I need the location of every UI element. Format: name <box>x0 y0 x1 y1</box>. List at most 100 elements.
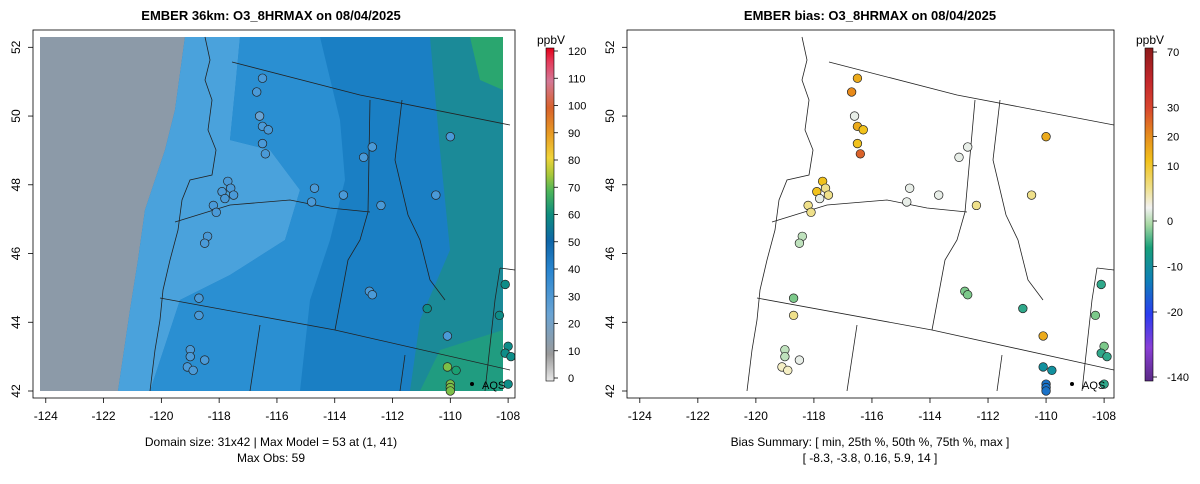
wy-north-right <box>1096 267 1114 271</box>
field-corner-green <box>470 37 503 90</box>
obs-site-marker <box>494 310 505 321</box>
aqs-marker-right <box>1070 382 1074 386</box>
colorbar-label: 0 <box>1167 216 1173 228</box>
left-summary-line1: Domain size: 31x42 | Max Model = 53 at (… <box>145 435 397 449</box>
bias-site-marker <box>934 190 944 200</box>
obs-site-marker <box>503 379 513 389</box>
ut-line <box>399 354 406 392</box>
obs-site-marker <box>500 279 510 290</box>
x-tick-label: -120 <box>149 409 173 423</box>
obs-site-marker <box>257 73 268 83</box>
bias-site-marker <box>846 87 857 97</box>
coastline <box>149 36 217 392</box>
bias-site-marker <box>1102 351 1112 362</box>
y-tick-label: 52 <box>603 40 617 54</box>
obs-site-marker <box>220 193 230 204</box>
coastline-right <box>746 36 814 392</box>
right-colorbar-labels: 70 30 20 10 0 -10 -20 -140 <box>1153 47 1189 384</box>
x-tick-label: -108 <box>1092 409 1116 423</box>
y-tick-label: 46 <box>9 247 23 261</box>
right-x-axis: -124 -122 -120 -118 -116 -114 -112 -110 -108 <box>628 398 1116 423</box>
right-map-panel: EMBER bias: O3_8HRMAX on 08/04/2025 AQS … <box>603 8 1189 465</box>
bias-site-marker <box>963 142 973 152</box>
obs-site-marker <box>309 183 320 193</box>
y-tick-label: 44 <box>603 315 617 329</box>
obs-site-marker <box>254 111 265 121</box>
id-mt-border <box>394 99 446 301</box>
obs-site-marker <box>376 200 386 211</box>
colorbar-label: 50 <box>568 237 580 249</box>
bias-site-marker <box>794 238 805 248</box>
x-tick-label: -120 <box>744 409 768 423</box>
wa-id-border-right <box>931 99 976 331</box>
y-tick-label: 48 <box>9 178 23 192</box>
colorbar-label: 30 <box>568 291 580 303</box>
y-tick-label: 50 <box>603 109 617 123</box>
bias-site-marker <box>788 293 799 303</box>
wa-id-border <box>334 99 371 331</box>
field-ocean <box>40 37 185 391</box>
x-tick-label: -112 <box>381 409 404 423</box>
x-tick-label: -118 <box>802 409 825 423</box>
bias-site-marker <box>788 310 799 321</box>
bias-site-marker <box>905 183 915 193</box>
colorbar-label: 100 <box>568 101 586 113</box>
x-tick-label: -122 <box>92 409 116 423</box>
colorbar-label: 90 <box>568 128 580 140</box>
left-colorbar-labels: 0 10 20 30 40 50 60 70 80 90 100 110 120 <box>554 46 586 385</box>
x-tick-label: -110 <box>1034 409 1057 423</box>
obs-site-marker <box>338 190 349 200</box>
left-boundaries <box>149 36 515 392</box>
field-lower-right-green <box>420 330 503 391</box>
obs-site-marker <box>188 365 198 376</box>
obs-site-marker <box>445 132 455 142</box>
bias-site-marker <box>780 351 790 362</box>
right-title: EMBER bias: O3_8HRMAX on 08/04/2025 <box>744 8 996 23</box>
colorbar-label: 20 <box>1167 132 1179 144</box>
colorbar-label: -20 <box>1167 307 1183 319</box>
canada-border-right <box>828 61 1114 126</box>
obs-site-marker <box>431 190 441 200</box>
right-colorbar-ramp <box>1144 47 1154 382</box>
colorbar-label: -10 <box>1167 262 1183 274</box>
left-model-field <box>40 37 503 391</box>
nv-line <box>249 324 261 392</box>
right-y-axis: 42 44 46 48 50 52 <box>603 40 627 398</box>
bias-site-marker <box>1026 190 1037 200</box>
bias-site-marker <box>852 138 863 149</box>
colorbar-label: 20 <box>568 319 580 331</box>
left-map-panel: EMBER 36km: O3_8HRMAX on 08/04/2025 <box>9 8 586 465</box>
right-colorbar-unit: ppbV <box>1136 33 1164 47</box>
x-tick-label: -114 <box>918 409 941 423</box>
bias-site-marker <box>849 111 860 121</box>
ut-line-right <box>996 354 1003 392</box>
obs-site-marker <box>442 362 453 372</box>
bias-site-marker <box>1047 365 1057 376</box>
y-tick-label: 46 <box>603 247 617 261</box>
obs-site-marker <box>306 197 317 207</box>
obs-site-marker <box>367 290 377 300</box>
obs-site-marker <box>260 149 271 159</box>
right-sites <box>777 73 1112 396</box>
colorbar-label: 110 <box>568 73 586 85</box>
bias-site-marker <box>1099 379 1109 389</box>
bias-site-marker <box>815 193 825 204</box>
obs-site-marker <box>200 355 210 365</box>
x-tick-label: -116 <box>265 409 288 423</box>
bias-site-marker <box>855 149 865 159</box>
left-y-axis: 42 44 46 48 50 52 <box>9 40 33 398</box>
bias-site-marker <box>1038 331 1048 341</box>
bias-site-marker <box>783 365 793 376</box>
colorbar-label: 30 <box>1167 102 1179 114</box>
id-mt-border-right <box>992 99 1044 301</box>
x-tick-label: -122 <box>686 409 710 423</box>
bias-site-marker <box>806 207 816 217</box>
y-tick-label: 52 <box>9 40 23 54</box>
y-tick-label: 42 <box>603 384 617 398</box>
obs-site-marker <box>211 207 221 217</box>
obs-site-marker <box>185 351 195 362</box>
or-south-border-right <box>756 297 1114 371</box>
x-tick-label: -124 <box>628 409 652 423</box>
right-summary-line1: Bias Summary: [ min, 25th %, 50th %, 75t… <box>731 435 1010 449</box>
wa-or-border <box>174 199 371 223</box>
